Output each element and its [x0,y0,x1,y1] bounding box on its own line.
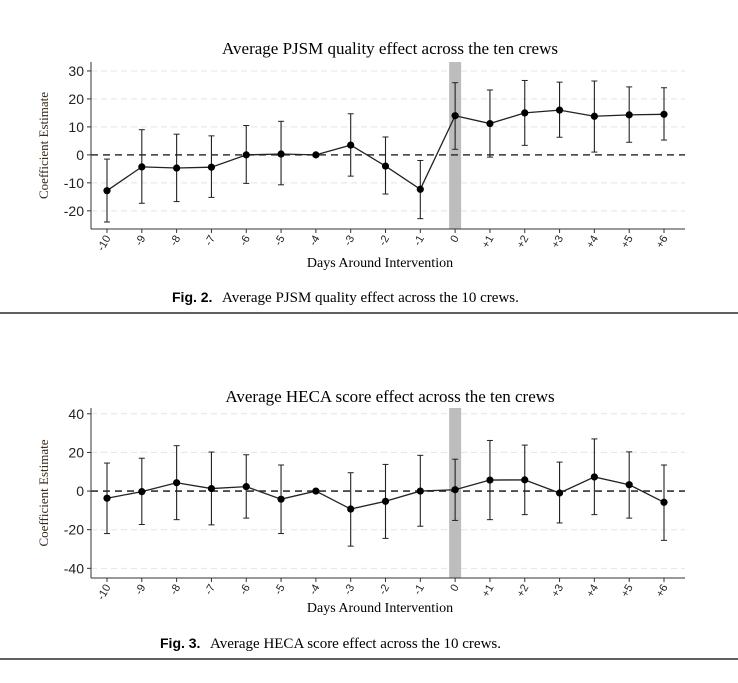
y-tick-label: -40 [64,560,84,576]
data-point [207,163,216,171]
chart-heca: Average HECA score effect across the ten… [36,387,685,616]
x-tick-label: -6 [238,583,253,597]
x-tick-label: +1 [480,234,497,251]
x-tick-label: +3 [549,583,566,600]
x-tick-label: -2 [377,234,392,248]
data-point [451,112,459,120]
y-tick-label: -20 [64,203,84,219]
y-axis-label: Coefficient Estimate [36,439,51,546]
x-tick-label: -7 [203,583,218,597]
x-tick-label: +1 [480,583,497,600]
data-point [207,484,216,493]
x-tick-label: -1 [412,234,427,248]
data-point [173,479,181,487]
x-axis-label: Days Around Intervention [307,601,453,616]
caption-label-fig2: Fig. 2. [172,289,212,305]
x-tick-label: -9 [133,583,148,597]
data-point [486,119,494,128]
x-tick-label: -2 [377,583,392,597]
data-point [590,473,598,481]
y-tick-label: 40 [68,406,84,422]
data-point [312,487,320,495]
x-tick-label: -8 [168,583,183,597]
x-tick-label: -1 [412,583,427,597]
data-point [451,486,459,494]
data-point [381,162,390,170]
y-tick-label: 0 [76,147,84,163]
y-tick-label: 20 [68,91,84,107]
data-point [312,151,320,159]
chart-pjsm: Average PJSM quality effect across the t… [36,39,685,271]
x-tick-label: -3 [342,583,357,597]
data-point [277,150,285,158]
x-tick-label: +5 [619,234,636,251]
x-tick-label: +6 [654,583,671,600]
x-tick-label: +3 [549,234,566,251]
data-point [173,164,181,172]
x-tick-label: -4 [307,234,322,248]
x-tick-label: -4 [307,583,322,597]
data-point [416,185,424,193]
x-tick-label: +4 [584,234,601,251]
data-point [521,109,529,117]
chart-title: Average HECA score effect across the ten… [225,387,554,406]
data-point [138,163,146,171]
x-tick-label: 0 [448,234,461,245]
data-point [521,476,529,484]
x-tick-label: +2 [515,583,532,600]
data-point [277,495,285,503]
data-point [347,505,355,513]
data-point [555,489,564,497]
y-tick-label: 10 [68,119,84,135]
x-tick-label: -9 [133,234,148,248]
x-tick-label: -5 [272,234,287,248]
caption-label-fig3: Fig. 3. [160,635,200,651]
caption-text-fig3: Average HECA score effect across the 10 … [210,636,501,652]
x-tick-label: +6 [654,234,671,251]
y-tick-label: -20 [64,522,84,538]
x-tick-label: -10 [95,583,113,603]
x-tick-label: +2 [515,234,532,251]
x-axis-label: Days Around Intervention [307,256,453,271]
x-tick-label: +5 [619,583,636,600]
data-point [660,498,668,506]
y-tick-label: 30 [68,63,84,79]
data-point [103,494,111,502]
x-tick-label: -10 [95,234,113,254]
x-tick-label: -7 [203,234,218,248]
y-tick-label: -10 [64,175,84,191]
x-tick-label: +4 [584,583,601,600]
data-point [625,481,633,489]
caption-text-fig2: Average PJSM quality effect across the 1… [222,290,519,306]
data-point [416,487,424,495]
data-point [242,151,250,159]
data-point [381,497,390,505]
data-point [103,187,111,195]
data-point [590,112,598,120]
data-point [625,111,633,119]
data-point [138,488,146,496]
x-tick-label: -6 [238,234,253,248]
data-point [660,110,668,118]
data-point [347,141,355,149]
y-tick-label: 0 [76,483,84,499]
data-point [555,106,564,114]
data-point [486,476,494,484]
chart-title: Average PJSM quality effect across the t… [222,39,558,58]
data-point [242,483,250,491]
x-tick-label: 0 [448,583,461,594]
y-tick-label: 20 [68,444,84,460]
x-tick-label: -8 [168,234,183,248]
y-axis-label: Coefficient Estimate [36,92,51,199]
x-tick-label: -3 [342,234,357,248]
x-tick-label: -5 [272,583,287,597]
